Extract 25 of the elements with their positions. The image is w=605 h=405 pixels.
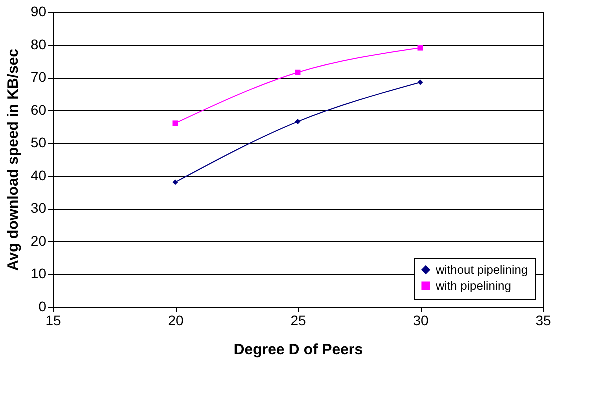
y-tick-label: 90 bbox=[30, 4, 47, 20]
point bbox=[172, 120, 178, 126]
point bbox=[418, 45, 424, 51]
legend-label: without pipelining bbox=[435, 263, 528, 277]
y-tick-label: 70 bbox=[30, 69, 47, 86]
x-tick-label: 20 bbox=[168, 312, 184, 328]
point bbox=[172, 180, 178, 186]
y-tick-label: 40 bbox=[30, 167, 47, 184]
legend-label: with pipelining bbox=[435, 279, 512, 293]
y-tick-label: 10 bbox=[30, 266, 47, 282]
x-axis-title: Degree D of Peers bbox=[234, 342, 364, 358]
point bbox=[295, 119, 301, 125]
point bbox=[295, 70, 301, 76]
x-tick-label: 15 bbox=[46, 312, 62, 328]
y-tick-label: 30 bbox=[30, 200, 47, 216]
x-tick-label: 30 bbox=[413, 312, 429, 328]
x-tick-label: 25 bbox=[290, 312, 306, 328]
y-tick-label: 80 bbox=[30, 36, 47, 52]
y-tick-label: 20 bbox=[30, 232, 47, 249]
x-tick-label: 35 bbox=[536, 312, 552, 328]
y-axis-title: Avg download speed in KB/sec bbox=[4, 49, 22, 271]
point bbox=[418, 80, 424, 86]
y-tick-label: 50 bbox=[30, 134, 47, 151]
y-tick-label: 0 bbox=[38, 298, 47, 314]
y-tick-label: 60 bbox=[30, 102, 47, 118]
